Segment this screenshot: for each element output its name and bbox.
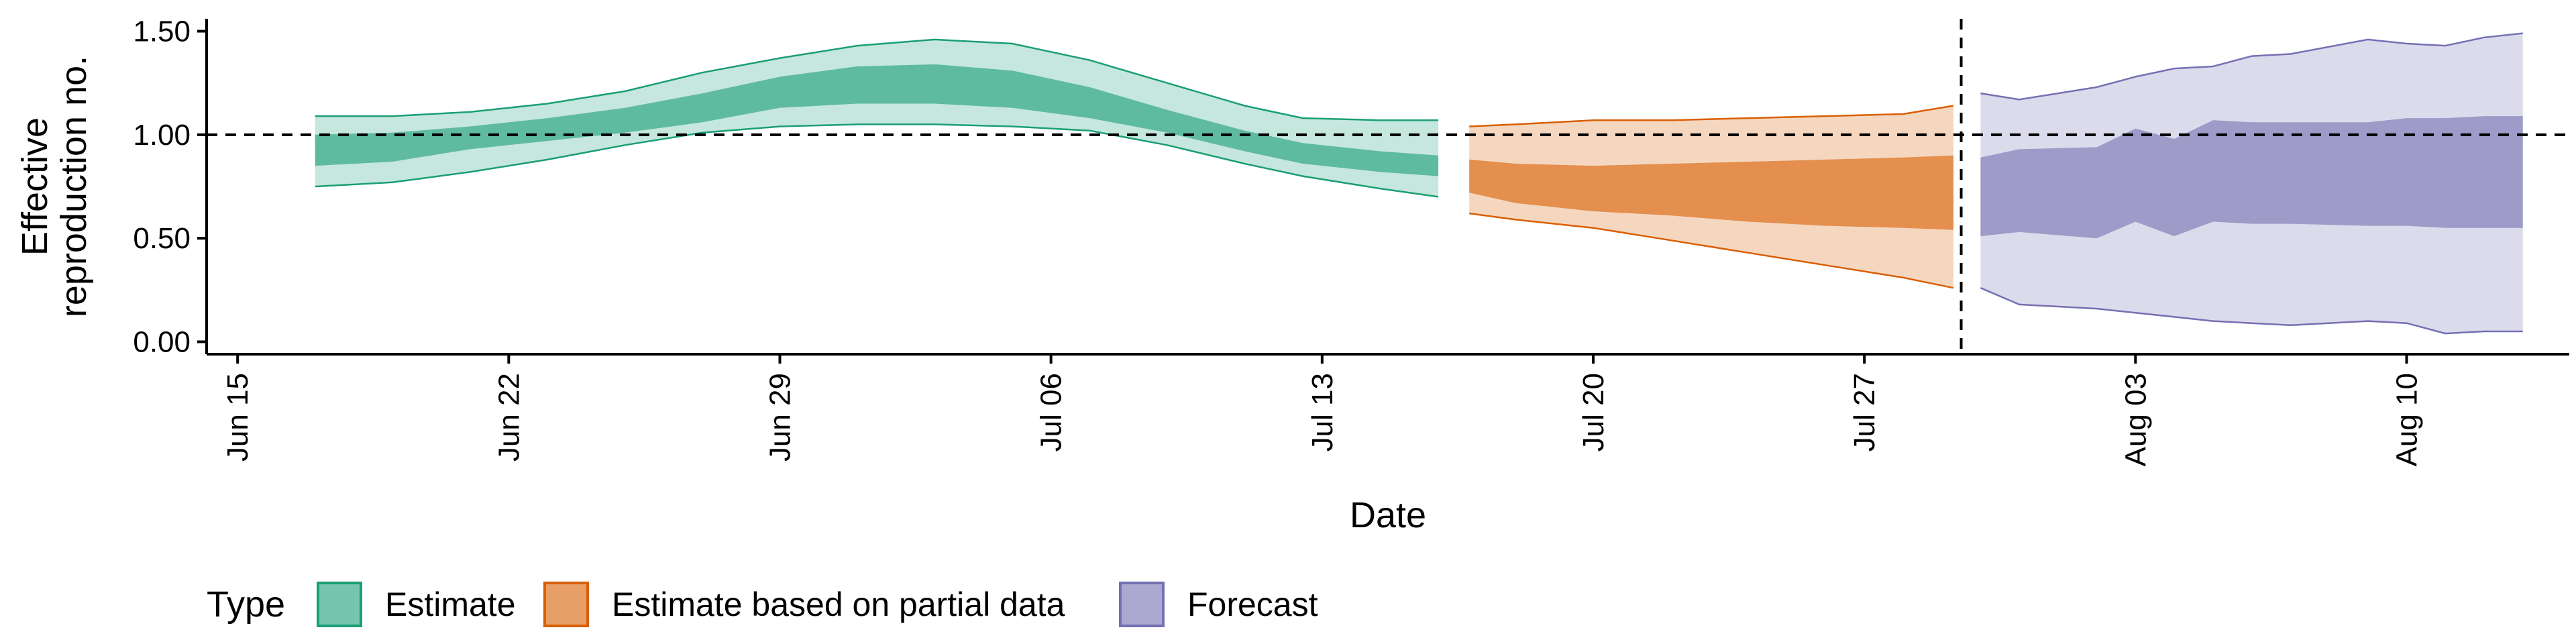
x-tick-label: Jul 06 (1035, 373, 1068, 451)
x-tick-label: Jul 13 (1306, 373, 1339, 451)
x-tick-label: Jul 20 (1577, 373, 1610, 451)
y-axis-title: Effectivereproduction no. (15, 56, 94, 317)
legend-item: Forecast (1119, 582, 1318, 627)
legend-label: Forecast (1187, 586, 1318, 623)
y-tick-label: 1.50 (133, 15, 191, 48)
legend-item: Estimate (317, 582, 516, 627)
x-tick-label: Aug 10 (2391, 373, 2424, 466)
ci50-band (1980, 116, 2523, 239)
series-2 (1980, 32, 2523, 335)
ci90-upper-edge (1980, 32, 2523, 101)
x-tick-label: Jul 27 (1848, 373, 1881, 451)
x-tick-label: Jun 29 (764, 373, 797, 462)
ci90-upper-edge (1469, 105, 1954, 127)
legend-label: Estimate based on partial data (612, 586, 1065, 623)
legend-item: Estimate based on partial data (543, 582, 1065, 627)
x-axis-title: Date (1350, 495, 1426, 535)
legend: Type Estimate Estimate based on partial da… (207, 582, 1318, 627)
x-tick-label: Aug 03 (2119, 373, 2152, 466)
legend-label: Estimate (385, 586, 516, 623)
ci50-band (1469, 155, 1953, 230)
legend-key (1119, 582, 1165, 627)
series-0 (315, 38, 1439, 198)
legend-key (543, 582, 589, 627)
x-tick-label: Jun 22 (492, 373, 525, 462)
ci90-upper-edge (315, 38, 1439, 121)
y-tick-label: 0.00 (133, 325, 191, 358)
y-axis-title-line: reproduction no. (54, 56, 94, 317)
series-bands (315, 32, 2523, 335)
legend-title: Type (207, 584, 285, 625)
ci90-lower-edge (1469, 212, 1954, 289)
ci50-band (315, 64, 1439, 176)
ci90-lower-edge (1980, 287, 2523, 335)
y-axis-title-line: Effective (15, 117, 55, 256)
ci90-band (315, 39, 1439, 197)
legend-key (317, 582, 362, 627)
y-tick-label: 1.00 (133, 119, 191, 152)
ci90-lower-edge (315, 123, 1439, 198)
series-1 (1469, 105, 1954, 289)
y-tick-label: 0.50 (133, 222, 191, 255)
x-tick-label: Jun 15 (221, 373, 254, 462)
